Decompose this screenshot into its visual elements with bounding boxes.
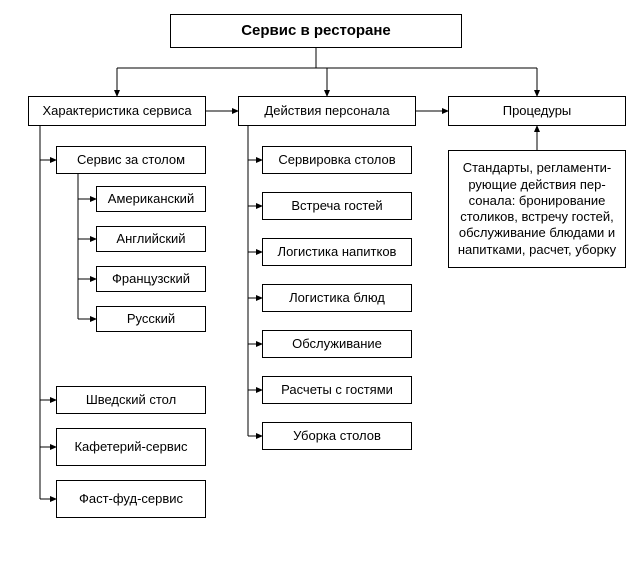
col1-subitem-2: Французский	[96, 266, 206, 292]
col2-item-3: Логистика блюд	[262, 284, 412, 312]
branch-b2: Действия персонала	[238, 96, 416, 126]
col1-item-2: Кафетерий-сервис	[56, 428, 206, 466]
root-box: Сервис в ресторане	[170, 14, 462, 48]
col1-item-3: Фаст-фуд-сервис	[56, 480, 206, 518]
col2-item-0: Сервировка столов	[262, 146, 412, 174]
branch-b3: Процедуры	[448, 96, 626, 126]
col2-item-1: Встреча гостей	[262, 192, 412, 220]
col1-subitem-3: Русский	[96, 306, 206, 332]
col1-item-1: Шведский стол	[56, 386, 206, 414]
col2-item-6: Уборка столов	[262, 422, 412, 450]
branch-b1: Характеристика сервиса	[28, 96, 206, 126]
col2-item-4: Обслуживание	[262, 330, 412, 358]
col1-subitem-1: Английский	[96, 226, 206, 252]
col1-item-0: Сервис за столом	[56, 146, 206, 174]
col3-box: Стандарты, регламенти-рующие действия пе…	[448, 150, 626, 268]
diagram-canvas: Сервис в ресторане Характеристика сервиса…	[0, 0, 644, 567]
col1-subitem-0: Американский	[96, 186, 206, 212]
col2-item-2: Логистика напитков	[262, 238, 412, 266]
col2-item-5: Расчеты с гостями	[262, 376, 412, 404]
